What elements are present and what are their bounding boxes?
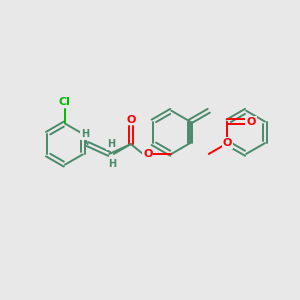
Text: Cl: Cl xyxy=(59,97,71,107)
Text: H: H xyxy=(107,139,115,149)
Text: O: O xyxy=(223,138,232,148)
Text: H: H xyxy=(108,159,116,169)
Text: O: O xyxy=(143,149,152,159)
Text: O: O xyxy=(246,116,256,127)
Text: O: O xyxy=(126,115,136,124)
Text: H: H xyxy=(81,129,89,139)
